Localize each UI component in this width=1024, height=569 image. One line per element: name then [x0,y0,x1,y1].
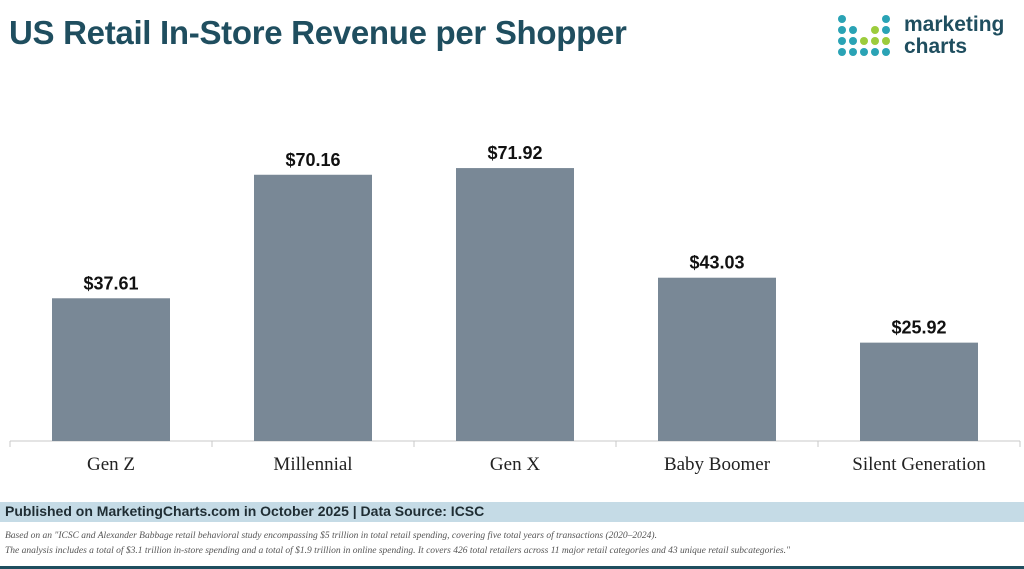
logo-dot [871,37,879,45]
logo-dot [882,15,890,23]
category-label: Gen X [490,454,540,475]
footnote-line-1: Based on an "ICSC and Alexander Babbage … [5,531,657,541]
footer-bar: Published on MarketingCharts.com in Octo… [0,502,1024,522]
data-label: $25.92 [891,318,946,338]
logo-dot [882,48,890,56]
logo-dots-icon [838,15,890,56]
logo-text-line2: charts [904,35,968,58]
logo-dot [838,48,846,56]
bar-chart: $37.61 Gen Z $70.16 Millennial $71.92 Gen X $4… [9,143,1021,475]
marketingcharts-logo[interactable]: marketing charts [836,12,1016,64]
logo-dot [882,26,890,34]
footnote-line-2: The analysis includes a total of $3.1 tr… [5,546,790,556]
logo-dot [860,37,868,45]
bar-millennial[interactable] [254,174,372,441]
logo-dot [871,26,879,34]
bar-silent-generation[interactable] [860,342,978,441]
bottom-divider [0,566,1024,569]
logo-dot [849,37,857,45]
logo-dot [849,48,857,56]
logo-dot [882,37,890,45]
bar-baby-boomer[interactable] [658,277,776,441]
bar-gen-z[interactable] [52,298,170,441]
logo-dot [860,48,868,56]
logo-dot [838,15,846,23]
published-source: Published on MarketingCharts.com in Octo… [5,503,485,519]
category-label: Baby Boomer [664,454,771,475]
logo-dot [849,26,857,34]
bar-gen-x[interactable] [456,168,574,441]
logo-dot [838,26,846,34]
category-label: Silent Generation [852,454,986,475]
logo-text-line1: marketing [904,13,1005,36]
category-label: Millennial [273,454,352,475]
data-label: $37.61 [83,273,138,293]
page-title: US Retail In-Store Revenue per Shopper [9,14,627,51]
data-label: $71.92 [487,143,542,163]
logo-dot [871,48,879,56]
data-label: $43.03 [689,253,744,273]
data-label: $70.16 [285,150,340,170]
logo-text: marketing charts [904,14,1004,58]
logo-dot [838,37,846,45]
category-label: Gen Z [87,454,135,475]
